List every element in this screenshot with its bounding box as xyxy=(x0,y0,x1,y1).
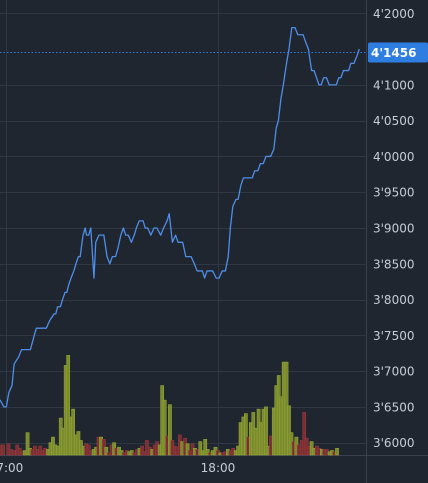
volume-bar-up xyxy=(264,406,268,456)
price-tick-label: 3'8500 xyxy=(373,257,414,271)
price-line xyxy=(0,26,360,408)
volume-bar-up xyxy=(104,446,109,456)
volume-bar-up xyxy=(205,449,210,456)
price-tick-label: 3'7000 xyxy=(373,365,414,379)
current-price-indicator: 4'1456 xyxy=(0,42,428,63)
volume-bar-up xyxy=(162,399,167,456)
volume-bar-up xyxy=(66,355,71,456)
price-tick-label: 4'2000 xyxy=(373,7,414,21)
volume-bar-up xyxy=(198,441,203,456)
volume-bar-down xyxy=(86,444,91,456)
volume-bar-up xyxy=(185,443,190,456)
price-tick-label: 3'6000 xyxy=(373,436,414,450)
volume-bar-up xyxy=(244,413,248,456)
volume-bar-down xyxy=(302,412,307,456)
price-line-group xyxy=(0,26,360,408)
volume-bar-down xyxy=(1,444,6,456)
volume-bar-down xyxy=(11,450,16,456)
volume-bar-down xyxy=(140,445,144,456)
volume-bar-up xyxy=(287,405,291,456)
volume-bar-up xyxy=(203,439,208,456)
time-axis[interactable]: 17:00 18:00 xyxy=(0,461,235,475)
volume-bar-up xyxy=(335,448,339,456)
price-tick-label: 3'9000 xyxy=(373,222,414,236)
volume-bars xyxy=(0,355,339,456)
price-tick-label: 3'8000 xyxy=(373,293,414,307)
price-axis[interactable]: 4'2000 4'1000 4'0500 4'0000 3'9500 3'9000 3'85… xyxy=(373,7,414,450)
price-tick-label: 4'1000 xyxy=(373,78,414,92)
current-price-label: 4'1456 xyxy=(371,46,416,60)
price-tick-label: 3'7500 xyxy=(373,329,414,343)
volume-bar-up xyxy=(71,408,75,456)
time-tick-label: 18:00 xyxy=(201,461,236,475)
volume-bar-up xyxy=(25,432,30,456)
price-tick-label: 4'0500 xyxy=(373,114,414,128)
price-tick-label: 3'6500 xyxy=(373,400,414,414)
volume-bar-up xyxy=(168,404,172,456)
price-tick-label: 3'9500 xyxy=(373,186,414,200)
current-price-tag[interactable] xyxy=(368,42,428,63)
time-tick-label: 17:00 xyxy=(0,461,23,475)
price-tick-label: 4'0000 xyxy=(373,150,414,164)
